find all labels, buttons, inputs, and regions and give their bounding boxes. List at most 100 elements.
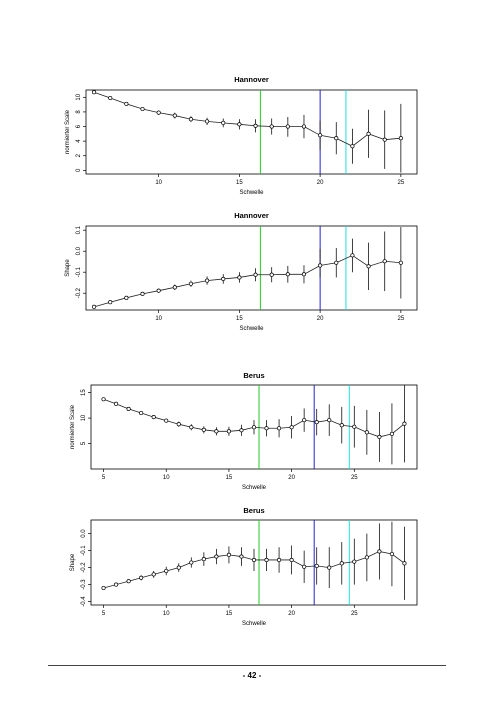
data-point [301, 272, 307, 277]
data-point [214, 429, 219, 434]
x-tick-label: 10 [155, 180, 162, 186]
chart-title: Berus [243, 506, 264, 515]
y-axis-label: normierter Scale [70, 404, 76, 449]
data-point [201, 427, 206, 432]
chart-title: Hannover [234, 75, 269, 84]
data-point [101, 585, 106, 591]
data-point [189, 560, 194, 565]
data-point [366, 131, 371, 136]
chart-title: Hannover [234, 211, 269, 220]
data-point [269, 124, 274, 129]
plot-frame [85, 89, 418, 175]
data-point [139, 575, 144, 580]
y-tick-label: -0.2 [81, 562, 87, 573]
plot-frame [90, 519, 418, 606]
data-point [92, 304, 97, 309]
y-tick-label: 0.0 [76, 246, 82, 255]
y-tick-label: 8 [76, 110, 82, 114]
y-tick-label: -0.3 [81, 579, 87, 590]
x-tick-label: 25 [351, 611, 358, 617]
x-axis-label: Schwelle [239, 190, 264, 196]
data-point [239, 554, 244, 559]
data-point [140, 291, 145, 296]
data-point [237, 275, 242, 280]
data-point [226, 552, 231, 557]
data-point [382, 259, 387, 264]
data-point [285, 272, 290, 277]
data-point [239, 428, 244, 433]
data-point [251, 557, 257, 563]
y-tick-label: 2 [76, 153, 82, 157]
data-point [114, 401, 119, 406]
y-axis-label: Shape [65, 259, 71, 277]
x-tick-label: 15 [226, 611, 233, 617]
y-axis-label: Shape [70, 553, 76, 571]
data-point [289, 425, 294, 430]
data-point [226, 429, 231, 434]
data-point [364, 555, 369, 560]
y-tick-label: 4 [76, 139, 82, 143]
data-point [92, 90, 97, 95]
data-point [205, 119, 210, 124]
y-tick-label: 10 [81, 414, 87, 421]
data-point [253, 123, 258, 128]
x-tick-label: 10 [163, 475, 170, 481]
data-point [318, 263, 323, 268]
x-tick-label: 25 [398, 316, 405, 322]
data-point [269, 272, 274, 277]
data-point [221, 120, 226, 125]
plot-frame [90, 384, 418, 470]
data-point [251, 425, 257, 430]
data-point [124, 101, 129, 106]
data-point [201, 557, 206, 562]
data-point [389, 431, 394, 436]
data-point [189, 425, 194, 430]
data-point [377, 434, 382, 439]
y-tick-label: -0.1 [76, 266, 82, 277]
y-tick-label: -0.2 [76, 287, 82, 298]
data-point [285, 124, 290, 129]
data-point [318, 133, 323, 138]
chart-panel-2: Hannover 10 15 20 25 -0.2 -0.1 0.0 0.1 Schwelle Sh… [65, 211, 418, 332]
chart-title: Berus [243, 371, 264, 380]
data-point [277, 557, 282, 563]
data-point [352, 424, 357, 429]
y-tick-label: 0 [76, 168, 82, 172]
x-axis-label: Schwelle [239, 326, 264, 332]
data-point [264, 557, 269, 563]
data-point [334, 136, 339, 141]
data-point [205, 278, 210, 283]
data-point [156, 110, 161, 115]
data-point [221, 276, 226, 281]
data-point [350, 144, 355, 149]
x-tick-label: 10 [163, 611, 170, 617]
data-point [151, 572, 156, 577]
series-line [93, 91, 401, 147]
x-tick-label: 5 [102, 475, 106, 481]
y-tick-label: -0.4 [81, 596, 87, 607]
data-point [176, 565, 181, 570]
data-point [350, 253, 355, 258]
data-point [339, 561, 344, 566]
data-point [264, 426, 269, 431]
x-tick-label: 10 [155, 316, 162, 322]
data-point [164, 568, 169, 574]
data-point [114, 582, 119, 587]
data-point [108, 300, 113, 305]
data-point [314, 420, 319, 425]
page-number: - 42 - [242, 671, 262, 680]
x-tick-label: 15 [236, 316, 243, 322]
data-point [364, 430, 369, 435]
data-point [176, 422, 181, 427]
x-axis-label: Schwelle [242, 621, 267, 627]
y-tick-label: 15 [81, 389, 87, 396]
y-tick-label: 5 [81, 441, 87, 445]
series-line [93, 254, 401, 308]
data-point [402, 561, 407, 566]
data-point [301, 124, 307, 129]
y-axis-label: normierter Scale [65, 109, 71, 154]
x-tick-label: 15 [226, 475, 233, 481]
data-point [188, 117, 194, 122]
data-point [377, 549, 382, 554]
data-point [126, 579, 131, 584]
